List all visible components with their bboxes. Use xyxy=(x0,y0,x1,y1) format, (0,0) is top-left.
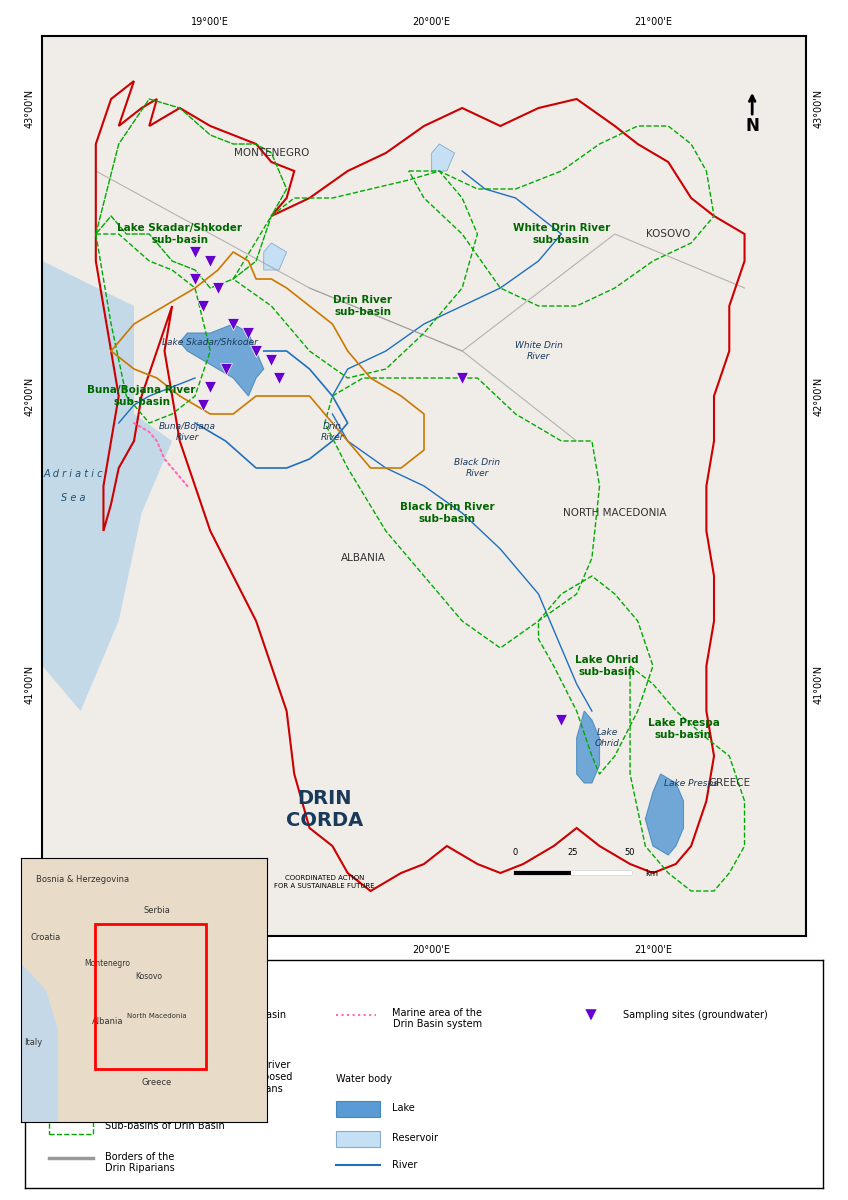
Bar xyxy=(49,1121,93,1134)
Text: Greece: Greece xyxy=(142,1078,171,1087)
Text: GREECE: GREECE xyxy=(708,778,750,788)
Text: 41°00'N: 41°00'N xyxy=(25,665,35,703)
Text: Lake Skadar/Shkoder: Lake Skadar/Shkoder xyxy=(162,337,259,347)
Text: 43°00'N: 43°00'N xyxy=(813,89,823,127)
Text: Lake Prespa: Lake Prespa xyxy=(664,779,718,787)
Text: 50: 50 xyxy=(625,848,635,857)
Text: NORTH MACEDONIA: NORTH MACEDONIA xyxy=(563,508,667,518)
Text: Borders of the
Drin Riparians: Borders of the Drin Riparians xyxy=(105,1152,175,1174)
Text: Water body: Water body xyxy=(337,1074,393,1084)
Text: River: River xyxy=(392,1160,417,1170)
Text: Montenegro: Montenegro xyxy=(84,959,131,968)
Text: Marine area of the
Drin Basin system: Marine area of the Drin Basin system xyxy=(392,1008,483,1030)
Text: Drin
River: Drin River xyxy=(321,422,344,442)
Text: Sub-basins of Drin Basin: Sub-basins of Drin Basin xyxy=(105,1122,225,1132)
Text: 19°00'E: 19°00'E xyxy=(192,946,229,955)
Text: Hydrological border of the Drin Basin: Hydrological border of the Drin Basin xyxy=(105,1009,287,1020)
Text: Drin Basin – outer borders of the river
basin districts designated or proposed
f: Drin Basin – outer borders of the river … xyxy=(105,1061,293,1093)
Text: Black Drin River
sub-basin: Black Drin River sub-basin xyxy=(399,502,494,523)
Text: Reservoir: Reservoir xyxy=(392,1133,438,1142)
Text: ALBANIA: ALBANIA xyxy=(340,553,386,563)
Text: DRIN
CORDA: DRIN CORDA xyxy=(286,790,364,830)
Bar xyxy=(95,924,206,1069)
Text: 20°00'E: 20°00'E xyxy=(413,946,450,955)
Text: Kosovo: Kosovo xyxy=(136,972,163,982)
Bar xyxy=(49,1009,93,1022)
Text: 21°00'E: 21°00'E xyxy=(634,946,672,955)
Text: KOSOVO: KOSOVO xyxy=(646,229,690,239)
Text: 42°00'N: 42°00'N xyxy=(813,377,823,415)
Text: White Drin
River: White Drin River xyxy=(515,341,562,361)
Text: Drin River
sub-basin: Drin River sub-basin xyxy=(333,295,393,317)
Polygon shape xyxy=(432,144,455,170)
Text: Legend: Legend xyxy=(42,978,93,991)
Text: White Drin River
sub-basin: White Drin River sub-basin xyxy=(513,223,610,245)
Text: 25: 25 xyxy=(567,848,578,857)
Polygon shape xyxy=(42,260,172,710)
Text: 42°00'N: 42°00'N xyxy=(25,377,35,415)
Text: Buna/Bojana River
sub-basin: Buna/Bojana River sub-basin xyxy=(87,385,196,407)
Text: Buna/Bojana
River: Buna/Bojana River xyxy=(159,422,216,442)
Text: Albania: Albania xyxy=(92,1018,123,1026)
Text: 19°00'E: 19°00'E xyxy=(192,17,229,26)
Text: Black Drin
River: Black Drin River xyxy=(455,458,500,478)
Bar xyxy=(337,1102,380,1117)
Text: A d r i a t i c

S e a: A d r i a t i c S e a xyxy=(43,469,103,503)
Text: Croatia: Croatia xyxy=(31,932,61,942)
Text: Lake
Ohrid: Lake Ohrid xyxy=(594,728,620,748)
Text: North Macedonia: North Macedonia xyxy=(126,1013,187,1019)
Polygon shape xyxy=(180,324,264,396)
Text: Lake: Lake xyxy=(392,1103,415,1114)
Bar xyxy=(337,1130,380,1147)
Text: Italy: Italy xyxy=(25,1038,42,1048)
Polygon shape xyxy=(264,242,287,270)
Text: 21°00'E: 21°00'E xyxy=(634,17,672,26)
Text: Serbia: Serbia xyxy=(143,906,170,916)
Text: km: km xyxy=(645,869,658,877)
Polygon shape xyxy=(577,710,600,782)
Text: 43°00'N: 43°00'N xyxy=(25,89,35,127)
Text: Lake Skadar/Shkoder
sub-basin: Lake Skadar/Shkoder sub-basin xyxy=(117,223,243,245)
Text: 0: 0 xyxy=(513,848,518,857)
Text: 20°00'E: 20°00'E xyxy=(413,17,450,26)
Text: Sampling sites (groundwater): Sampling sites (groundwater) xyxy=(623,1009,768,1020)
Text: 41°00'N: 41°00'N xyxy=(813,665,823,703)
Text: Lake Prespa
sub-basin: Lake Prespa sub-basin xyxy=(648,718,719,739)
Text: Lake Ohrid
sub-basin: Lake Ohrid sub-basin xyxy=(575,655,639,677)
Text: COORDINATED ACTION
FOR A SUSTAINABLE FUTURE: COORDINATED ACTION FOR A SUSTAINABLE FUT… xyxy=(275,876,375,888)
Text: MONTENEGRO: MONTENEGRO xyxy=(234,148,309,158)
Bar xyxy=(49,1052,93,1075)
Text: N: N xyxy=(745,116,759,134)
Polygon shape xyxy=(21,964,58,1122)
Text: Bosnia & Herzegovina: Bosnia & Herzegovina xyxy=(36,875,129,883)
Polygon shape xyxy=(645,774,683,854)
